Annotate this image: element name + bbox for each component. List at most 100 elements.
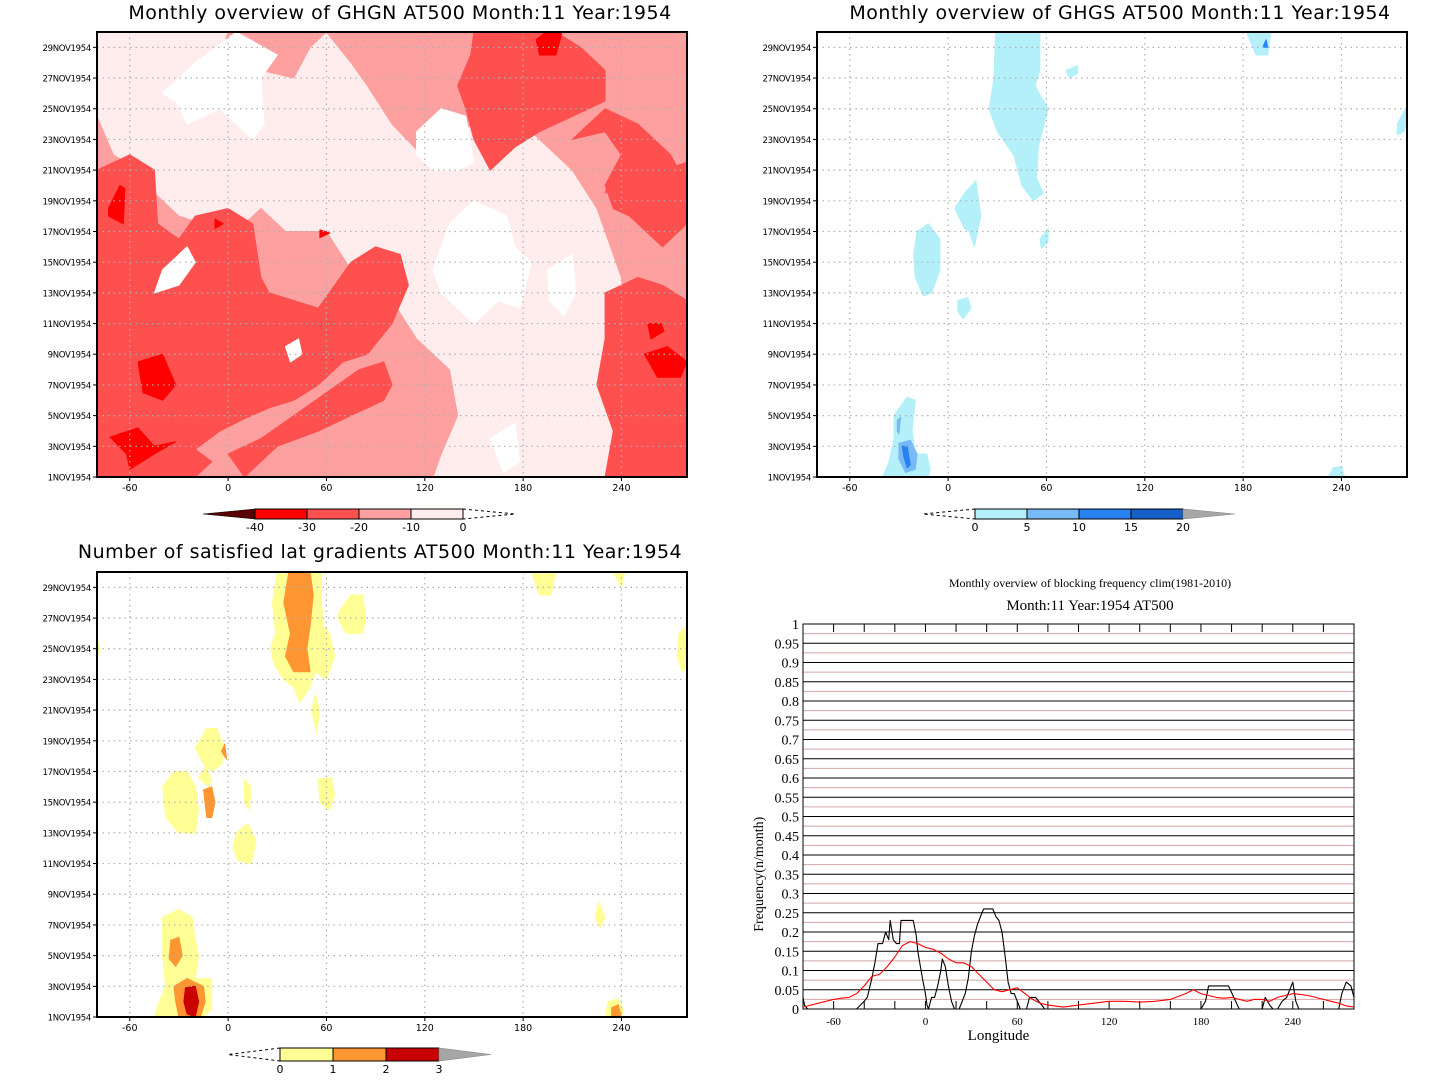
colorbar-label: -40 (246, 521, 264, 534)
colorbar-label: 0 (460, 521, 467, 534)
y-tick-label: 21NOV1954 (43, 707, 91, 717)
colorbar-label: 15 (1124, 521, 1138, 534)
y-tick-label: 7NOV1954 (48, 381, 91, 391)
contour-regions (97, 32, 687, 477)
contour-region-level-0 (489, 422, 521, 473)
y-tick-label: 21NOV1954 (763, 167, 811, 177)
x-tick-label: 240 (1285, 1016, 1302, 1028)
colorbar-label: 5 (1024, 521, 1031, 534)
colorbar-label: 3 (436, 1063, 443, 1076)
x-tick-label: -60 (122, 1023, 138, 1034)
series-line-monthly (802, 908, 1355, 1010)
y-tick-label: 15NOV1954 (43, 259, 91, 269)
x-tick-label: 0 (225, 1023, 231, 1034)
contour-region-level-0 (1039, 227, 1049, 249)
y-tick-label: 0 (792, 1003, 799, 1018)
y-tick-label: 27NOV1954 (43, 615, 91, 625)
x-tick-label: 60 (1040, 483, 1052, 494)
x-tick-label: 240 (612, 483, 630, 494)
colorbar-label: 20 (1176, 521, 1190, 534)
contour-region-level-0 (594, 901, 606, 929)
y-axis-label: Frequency(n/month) (752, 816, 767, 931)
contour-regions (882, 32, 1407, 477)
y-tick-label: 19NOV1954 (763, 197, 811, 207)
colorbar-extend-low-dashed (922, 508, 976, 520)
x-tick-label: 0 (225, 483, 231, 494)
contour-region-level-0 (547, 254, 577, 317)
blocking-line-chart: 0 0.05 0.1 0.15 0.2 0.25 0.3 0.35 0.4 0.45 0.5 0.55… (752, 618, 1355, 1044)
contour-region-level-0 (1327, 465, 1346, 477)
y-tick-label: 17NOV1954 (43, 228, 91, 238)
y-tick-label: 27NOV1954 (763, 75, 811, 85)
contour-region-level-2 (183, 985, 200, 1017)
y-tick-label: 11NOV1954 (763, 320, 811, 330)
contour-region-level-0 (153, 246, 196, 294)
y-tick-label: 3NOV1954 (48, 983, 91, 993)
colorbar: 0 5 10 15 20 (922, 508, 1236, 534)
y-tick-label: 0.8 (782, 695, 800, 710)
y-tick-label: 0.25 (775, 907, 800, 922)
colorbar-extend-high (1182, 508, 1236, 520)
contour-region-level-0 (882, 396, 931, 477)
colorbar-segment (385, 1047, 440, 1062)
y-tick-label: 0.3 (782, 888, 800, 903)
y-tick-label: 25NOV1954 (43, 645, 91, 655)
y-tick-label: 9NOV1954 (768, 351, 811, 361)
x-tick-label: 180 (514, 1023, 532, 1034)
latgrad-contour-map: -60 0 60 120 180 2401NOV19543NOV19545NOV19547… (43, 571, 688, 1076)
colorbar-segment (332, 1047, 387, 1062)
contour-region-level-5 (896, 416, 902, 435)
y-tick-label: 7NOV1954 (48, 921, 91, 931)
y-tick-label: 9NOV1954 (48, 891, 91, 901)
ghgs-contour-map: -60 0 60 120 180 240 1NOV1954 3NOV1954 5NOV1954 7… (763, 31, 1408, 534)
y-tick-label: 0.5 (782, 811, 800, 826)
y-tick-label: 1 (792, 618, 799, 633)
y-tick-label: 17NOV1954 (43, 768, 91, 778)
latgrad-panel: Number of satisfied lat gradients AT500 … (0, 540, 720, 1091)
ghgn-title: Monthly overview of GHGN AT500 Month:11 … (128, 2, 672, 24)
y-tick-label: 1NOV1954 (768, 474, 811, 484)
x-tick-label: 60 (1012, 1016, 1024, 1028)
y-tick-label: 0.95 (775, 637, 800, 652)
contour-region-level-0 (988, 32, 1049, 202)
colorbar-label: 2 (383, 1063, 390, 1076)
blocking-title: Monthly overview of blocking frequency c… (948, 576, 1232, 590)
contour-region-level-1 (283, 572, 314, 673)
y-tick-label: 0.75 (775, 714, 800, 729)
ghgn-panel: Monthly overview of GHGN AT500 Month:11 … (0, 0, 720, 545)
y-tick-label: 0.05 (775, 984, 800, 999)
x-tick-label: 120 (416, 1023, 434, 1034)
colorbar-extend-high (438, 1047, 492, 1062)
x-tick-label: -60 (122, 483, 138, 494)
y-tick-label: 29NOV1954 (43, 584, 91, 594)
y-tick-label: 25NOV1954 (763, 105, 811, 115)
x-tick-label: 120 (1101, 1016, 1118, 1028)
y-tick-label: 19NOV1954 (43, 197, 91, 207)
contour-region-level-0 (317, 777, 336, 811)
y-tick-label: 0.1 (782, 965, 800, 980)
y-tick-label: 5NOV1954 (48, 412, 91, 422)
contour-region-level--40 (535, 32, 563, 56)
contour-region-level--40 (137, 353, 177, 401)
contour-region-level--40 (647, 323, 665, 340)
y-tick-label: 11NOV1954 (43, 860, 91, 870)
contour-region-level--30 (227, 361, 393, 477)
colorbar-label: -30 (298, 521, 316, 534)
y-tick-label: 13NOV1954 (43, 829, 91, 839)
y-tick-label: 13NOV1954 (763, 289, 811, 299)
blocking-subtitle: Month:11 Year:1954 AT500 (1006, 598, 1174, 614)
y-tick-label: 5NOV1954 (48, 952, 91, 962)
contour-region-level-0 (1396, 108, 1407, 136)
contour-region-level-0 (957, 297, 972, 320)
y-tick-label: 29NOV1954 (43, 44, 91, 54)
contour-region-level-0 (337, 594, 367, 634)
y-tick-label: 0.85 (775, 676, 800, 691)
y-tick-label: 23NOV1954 (43, 136, 91, 146)
y-tick-label: 27NOV1954 (43, 75, 91, 85)
contour-region-level--40 (319, 229, 331, 239)
y-tick-label: 1NOV1954 (48, 1014, 91, 1024)
colorbar-segment (410, 508, 464, 520)
contour-region-level-10 (1262, 39, 1269, 48)
x-tick-label: 0 (945, 483, 951, 494)
contour-region-level-0 (416, 108, 475, 171)
